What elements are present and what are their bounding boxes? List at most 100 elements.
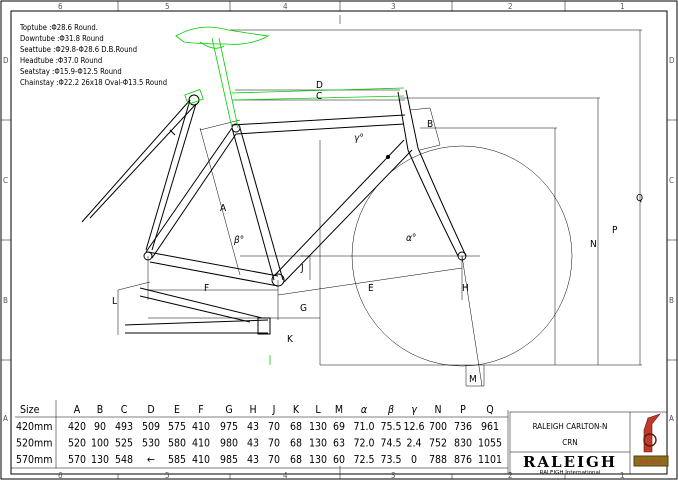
table-row: 520mm 520 100 525 530 580 410 980 43 70 68 130 63 72.…: [16, 438, 502, 450]
table-cell: 71.0: [353, 421, 374, 433]
table-cell: 509: [142, 421, 160, 433]
chain-stay: [147, 251, 279, 277]
label-g: G: [300, 303, 307, 314]
seat-post: [211, 37, 233, 129]
label-p: P: [612, 225, 618, 236]
table-cell: 69: [333, 421, 345, 433]
table-cell: 961: [481, 421, 499, 433]
grid-col-6: 6: [58, 2, 63, 11]
grid-col-3: 3: [391, 2, 396, 11]
heron-badge-icon: RALEIGH: [633, 413, 669, 467]
raleigh-wordmark: RALEIGH: [523, 453, 617, 471]
table-cell: 2.4: [406, 438, 421, 450]
table-cell: 410: [192, 438, 210, 450]
label-c: C: [316, 91, 322, 102]
column-header: α: [361, 404, 368, 416]
grid-col-1: 1: [620, 2, 625, 11]
dimension-letters: A B C D E F G H J K L M N P Q α° β° γ°: [112, 80, 643, 385]
grid-col-1-bottom: 1: [620, 471, 625, 480]
head-tube: [397, 91, 409, 151]
label-d: D: [316, 80, 323, 91]
grid-row-c-right: C: [669, 176, 674, 185]
table-cell: 130: [309, 438, 327, 450]
inner-border: [10, 10, 668, 475]
label-q: Q: [636, 193, 643, 204]
table-cell: 975: [220, 421, 238, 433]
table-cell: 700: [429, 421, 447, 433]
table-cell: 72.5: [353, 454, 374, 466]
table-cell: 43: [247, 421, 259, 433]
raleigh-international-text: RALEIGH International: [540, 470, 601, 476]
grid-col-4: 4: [283, 2, 288, 11]
grid-row-b: B: [3, 296, 8, 305]
column-header: K: [293, 404, 300, 416]
grid-row-a: A: [3, 414, 8, 423]
table-cell: 525: [115, 438, 133, 450]
table-cell: 1055: [478, 438, 502, 450]
grid-col-5-bottom: 5: [165, 471, 170, 480]
column-header: C: [121, 404, 128, 416]
grid-col-2-bottom: 2: [508, 471, 513, 480]
table-row: 420mm 420 90 493 509 575 410 975 43 70 68 130 69 71.0…: [16, 421, 499, 433]
title-block: RALEIGH CARLTON-N CRN RALEIGH RALEIGH In…: [509, 411, 669, 476]
column-header: G: [225, 404, 232, 416]
column-header: A: [74, 404, 81, 416]
column-header: γ: [411, 404, 417, 416]
bicycle-frame: [81, 89, 467, 335]
spec-seatstay: Seatstay :Φ15.9-Φ12.5 Round: [20, 67, 122, 76]
table-cell: 0: [411, 454, 417, 466]
table-cell: 130: [91, 454, 109, 466]
saddle: [175, 26, 270, 45]
table-cell: 43: [247, 438, 259, 450]
table-cell: 493: [115, 421, 133, 433]
table-cell: 410: [192, 421, 210, 433]
spec-chainstay: Chainstay :Φ22.2 26x18 Oval-Φ13.5 Round: [20, 78, 167, 87]
label-h: H: [462, 283, 469, 294]
down-tube: [273, 139, 405, 277]
label-e: E: [368, 283, 374, 294]
label-j: J: [300, 263, 304, 274]
table-cell: 43: [247, 454, 259, 466]
grid-col-2: 2: [508, 2, 513, 11]
table-cell: 580: [168, 438, 186, 450]
table-cell: 72.0: [353, 438, 374, 450]
spec-toptube: Toptube :Φ28.6 Round.: [19, 23, 98, 32]
column-header: β: [388, 404, 394, 416]
table-cell: 70: [268, 421, 280, 433]
label-l: L: [112, 296, 117, 307]
table-cell: 75.5: [380, 421, 401, 433]
grid-row-d-right: D: [669, 56, 675, 65]
label-m: M: [469, 374, 477, 385]
column-header: B: [97, 404, 103, 416]
table-cell: 530: [142, 438, 160, 450]
front-dropout: [457, 251, 467, 261]
grid-col-3-bottom: 3: [391, 471, 396, 480]
table-cell: 68: [290, 438, 302, 450]
table-cell: 12.6: [403, 421, 424, 433]
label-alpha: α°: [406, 233, 416, 244]
label-a: A: [220, 203, 227, 214]
table-cell: 788: [429, 454, 447, 466]
dimension-lines: [117, 15, 642, 474]
table-cell: 73.5: [380, 454, 401, 466]
table-cell: 980: [220, 438, 238, 450]
column-header: P: [460, 404, 466, 416]
table-cell: 830: [454, 438, 472, 450]
column-header: N: [434, 404, 441, 416]
table-cell: ←: [147, 454, 155, 466]
column-header: H: [249, 404, 256, 416]
model-code: CRN: [562, 438, 577, 447]
label-b: B: [427, 119, 433, 130]
table-cell: 575: [168, 421, 186, 433]
front-wheel-outline: [351, 145, 573, 367]
table-cell: 70: [268, 454, 280, 466]
table-cell: 74.5: [380, 438, 401, 450]
size-cell: 570mm: [16, 454, 52, 466]
table-cell: 420: [68, 421, 86, 433]
spec-headtube: Headtube :Φ37.0 Round: [20, 56, 102, 65]
grid-row-c: C: [3, 176, 8, 185]
